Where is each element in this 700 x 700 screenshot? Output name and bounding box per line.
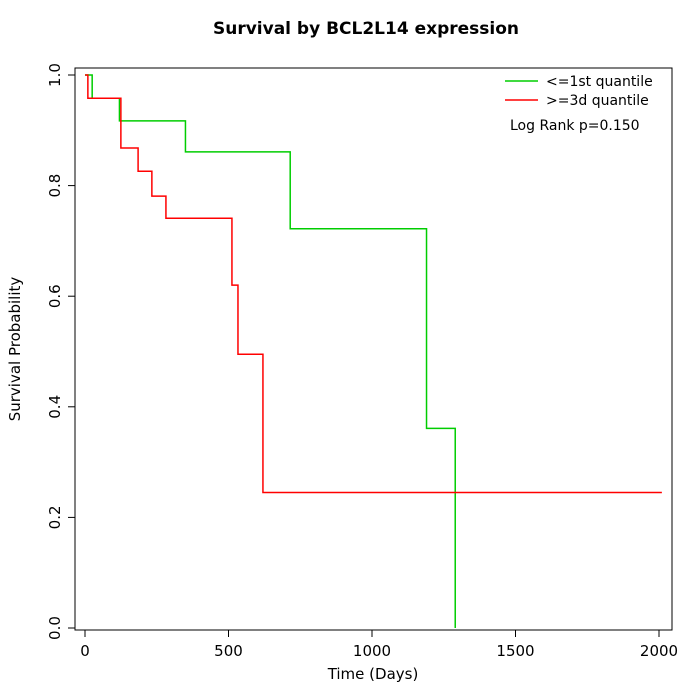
chart-title: Survival by BCL2L14 expression [213,19,519,39]
y-tick-label: 0.2 [46,505,64,529]
y-tick-label: 1.0 [46,63,64,87]
x-tick-label: 0 [80,642,90,660]
y-tick-label: 0.8 [46,174,64,198]
survival-curves [85,74,662,628]
survival-curve-1 [85,74,662,494]
x-axis-ticks: 0 500 1000 1500 2000 [80,630,678,660]
legend: <=1st quantile >=3d quantile Log Rank p=0.… [505,74,653,134]
x-tick-label: 1500 [496,642,534,660]
x-tick-label: 1000 [353,642,391,660]
x-tick-label: 500 [214,642,243,660]
x-axis-label: Time (Days) [327,665,419,683]
plot-border [74,67,673,631]
y-axis-label: Survival Probability [6,277,24,422]
y-tick-label: 0.6 [46,284,64,308]
y-axis-ticks: 0.0 0.2 0.4 0.6 0.8 1.0 [46,63,75,640]
x-tick-label: 2000 [640,642,678,660]
log-rank-annotation: Log Rank p=0.150 [510,118,640,134]
y-tick-label: 0.4 [46,395,64,419]
legend-label-1: >=3d quantile [546,93,649,109]
legend-label-0: <=1st quantile [546,74,653,90]
survival-curve-0 [85,74,456,628]
y-tick-label: 0.0 [46,616,64,640]
